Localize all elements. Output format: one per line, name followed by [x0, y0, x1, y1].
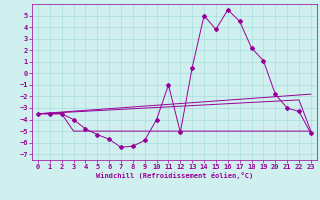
X-axis label: Windchill (Refroidissement éolien,°C): Windchill (Refroidissement éolien,°C) — [96, 172, 253, 179]
